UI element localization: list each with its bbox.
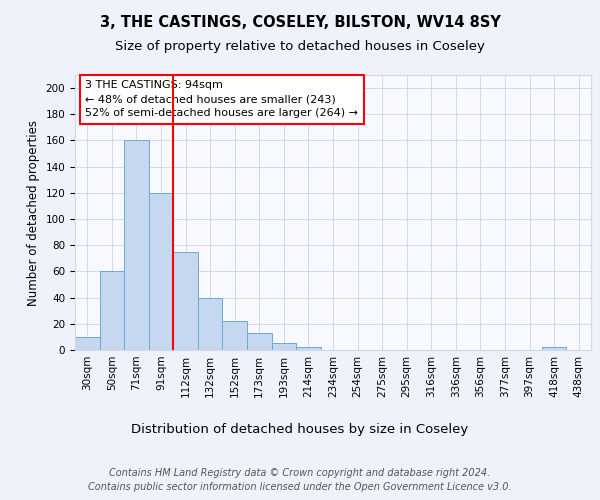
Bar — [75, 337, 100, 350]
Bar — [149, 193, 173, 350]
Text: Contains HM Land Registry data © Crown copyright and database right 2024.: Contains HM Land Registry data © Crown c… — [109, 468, 491, 477]
Bar — [198, 298, 223, 350]
Bar — [223, 321, 247, 350]
Text: Contains public sector information licensed under the Open Government Licence v3: Contains public sector information licen… — [88, 482, 512, 492]
Bar — [296, 348, 321, 350]
Text: 3, THE CASTINGS, COSELEY, BILSTON, WV14 8SY: 3, THE CASTINGS, COSELEY, BILSTON, WV14 … — [100, 15, 500, 30]
Text: Size of property relative to detached houses in Coseley: Size of property relative to detached ho… — [115, 40, 485, 53]
Bar — [272, 344, 296, 350]
Bar — [100, 272, 124, 350]
Bar — [247, 333, 272, 350]
Text: Distribution of detached houses by size in Coseley: Distribution of detached houses by size … — [131, 422, 469, 436]
Bar — [173, 252, 198, 350]
Text: 3 THE CASTINGS: 94sqm
← 48% of detached houses are smaller (243)
52% of semi-det: 3 THE CASTINGS: 94sqm ← 48% of detached … — [85, 80, 358, 118]
Bar — [124, 140, 149, 350]
Bar — [542, 348, 566, 350]
Y-axis label: Number of detached properties: Number of detached properties — [27, 120, 40, 306]
